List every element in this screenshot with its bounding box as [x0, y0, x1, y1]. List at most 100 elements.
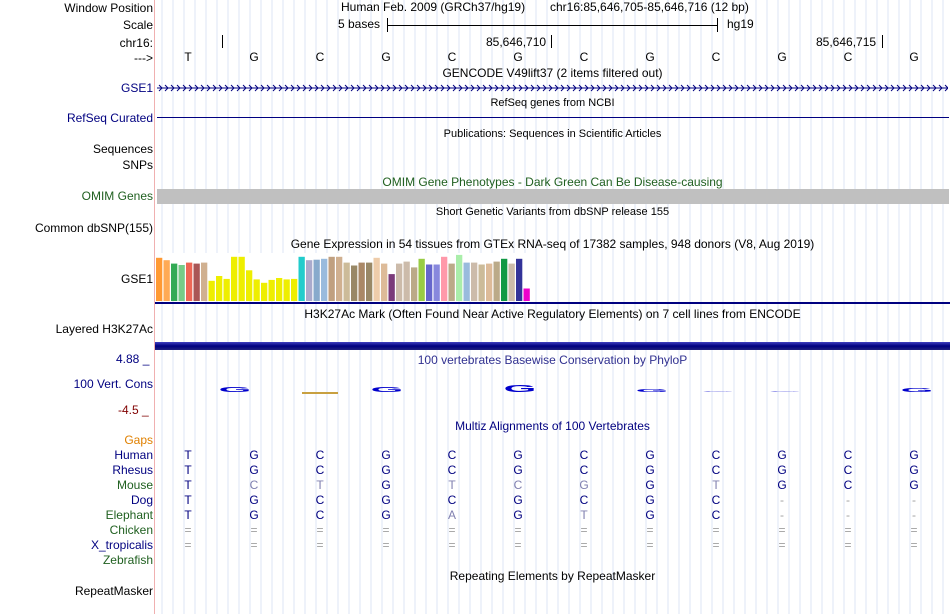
alignment-base: G	[645, 493, 655, 507]
strand-chevron	[692, 84, 697, 92]
alignment-base: C	[447, 493, 457, 507]
repeatmasker-track-label[interactable]: RepeatMasker	[74, 584, 153, 598]
gtex-tissue-bar	[373, 257, 380, 301]
h3k27ac-track-label[interactable]: Layered H3K27Ac	[55, 322, 153, 336]
alignment-base: =	[712, 523, 720, 537]
omim-track-label[interactable]: OMIM Genes	[81, 189, 153, 203]
alignment-base: =	[646, 538, 654, 552]
strand-chevron	[782, 84, 787, 92]
gtex-bar-chart[interactable]	[156, 253, 536, 301]
strand-chevron	[176, 84, 181, 92]
alignment-base: C	[447, 448, 457, 462]
publications-track-title: Publications: Sequences in Scientific Ar…	[443, 128, 662, 140]
cons-ymax-label: 4.88 _	[116, 352, 150, 366]
species-label: X_tropicalis	[90, 538, 153, 552]
alignment-base: =	[316, 538, 324, 552]
omim-feature-bar[interactable]	[157, 189, 949, 204]
strand-chevron	[824, 84, 829, 92]
base-letter: C	[579, 50, 589, 64]
strand-chevron	[830, 84, 835, 92]
strand-chevron	[890, 84, 895, 92]
label-divider	[154, 0, 155, 614]
ruler-tick	[222, 35, 223, 48]
strand-chevron	[920, 84, 925, 92]
alignment-base: C	[315, 493, 325, 507]
gtex-tissue-bar	[478, 264, 485, 301]
strand-label: --->	[134, 51, 153, 65]
strand-chevron	[350, 84, 355, 92]
strand-chevron	[302, 84, 307, 92]
alignment-base: -	[780, 493, 784, 507]
base-letter: G	[381, 50, 391, 64]
dbsnp-track-label[interactable]: Common dbSNP(155)	[34, 221, 153, 235]
dbsnp-track-title: Short Genetic Variants from dbSNP releas…	[435, 206, 670, 218]
alignment-base: C	[843, 478, 853, 492]
gtex-tissue-bar	[313, 259, 320, 301]
strand-chevron	[506, 84, 511, 92]
gtex-track-label[interactable]: GSE1	[120, 272, 153, 286]
ruler-coord-1: 85,646,710	[486, 35, 547, 49]
alignment-base: T	[712, 478, 720, 492]
gtex-tissue-bar	[471, 262, 478, 301]
strand-chevron	[260, 84, 265, 92]
alignment-base: =	[580, 523, 588, 537]
strand-chevron	[530, 84, 535, 92]
strand-chevron	[374, 84, 379, 92]
gencode-gene-feature[interactable]	[157, 82, 948, 94]
base-letter: G	[777, 50, 787, 64]
strand-chevron	[380, 84, 385, 92]
alignment-base: =	[580, 538, 588, 552]
alignment-base: G	[513, 448, 523, 462]
alignment-base: C	[315, 508, 325, 522]
strand-chevron	[200, 84, 205, 92]
alignment-base: -	[912, 493, 916, 507]
phylop-base-glyph: G	[504, 383, 537, 394]
strand-chevron	[620, 84, 625, 92]
strand-chevron	[662, 84, 667, 92]
h3k27ac-signal[interactable]	[155, 342, 950, 350]
alignment-base: G	[645, 463, 655, 477]
alignment-base: C	[579, 493, 589, 507]
repeatmasker-track-title: Repeating Elements by RepeatMasker	[449, 569, 656, 583]
alignment-base: G	[909, 463, 919, 477]
strand-chevron	[272, 84, 277, 92]
refseq-track-label[interactable]: RefSeq Curated	[66, 111, 153, 125]
gencode-track-label[interactable]: GSE1	[120, 81, 153, 95]
refseq-track-title: RefSeq genes from NCBI	[490, 97, 615, 109]
strand-chevron	[476, 84, 481, 92]
scale-label: Scale	[122, 18, 153, 32]
strand-chevron	[398, 84, 403, 92]
gtex-tissue-bar	[343, 262, 350, 301]
conservation-track-label[interactable]: 100 Vert. Cons	[73, 377, 153, 391]
strand-chevron	[686, 84, 691, 92]
strand-chevron	[938, 84, 943, 92]
alignment-base: =	[514, 523, 522, 537]
gtex-tissue-bar	[178, 265, 185, 301]
strand-chevron	[584, 84, 589, 92]
strand-chevron	[674, 84, 679, 92]
publications-sequences-label[interactable]: Sequences	[92, 142, 153, 156]
gtex-tissue-bar	[216, 276, 223, 301]
alignment-base: =	[250, 538, 258, 552]
ruler-tick	[551, 35, 552, 48]
gtex-tissue-bar	[276, 278, 283, 301]
base-letter: C	[315, 50, 325, 64]
base-letter: G	[513, 50, 523, 64]
alignment-base: G	[513, 463, 523, 477]
refseq-gene-feature[interactable]	[157, 117, 949, 118]
strand-chevron	[230, 84, 235, 92]
gtex-tissue-bar	[523, 288, 530, 301]
publications-snps-label[interactable]: SNPs	[122, 158, 153, 172]
strand-chevron	[668, 84, 673, 92]
strand-chevron	[602, 84, 607, 92]
strand-chevron	[314, 84, 319, 92]
strand-chevron	[332, 84, 337, 92]
strand-chevron	[752, 84, 757, 92]
genome-position[interactable]: chr16:85,646,705-85,646,716 (12 bp)	[550, 0, 749, 14]
scale-text: 5 bases	[338, 17, 381, 31]
strand-chevron	[308, 84, 313, 92]
strand-chevron	[266, 84, 271, 92]
scale-bar	[387, 18, 718, 32]
alignment-base: T	[184, 478, 192, 492]
